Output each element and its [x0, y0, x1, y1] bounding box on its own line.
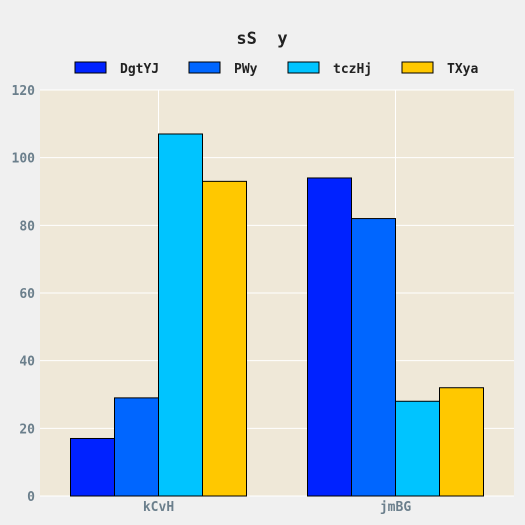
y-axis-ticks: 0 20 40 60 80 100 120: [12, 84, 36, 505]
legend-label: DgtYJ: [120, 62, 159, 77]
bar: [202, 180, 247, 497]
chart-title: sS y: [236, 29, 287, 49]
bar: [70, 437, 115, 497]
x-axis-ticks: kCvH jmBG: [143, 500, 411, 515]
legend-label: PWy: [234, 62, 258, 77]
bar: [307, 177, 352, 497]
bar: [439, 387, 484, 497]
legend-swatch: [401, 61, 434, 74]
bar: [158, 133, 203, 497]
legend-swatch: [188, 61, 221, 74]
y-tick-label: 100: [12, 152, 36, 167]
y-tick-label: 120: [12, 84, 36, 99]
y-tick-label: 20: [19, 422, 35, 437]
bar: [351, 218, 396, 497]
legend-label: TXya: [447, 62, 478, 77]
bar: [395, 400, 440, 497]
legend-swatch: [287, 61, 320, 74]
bars: [70, 133, 484, 497]
x-tick-label: kCvH: [143, 500, 174, 515]
legend-swatch: [74, 61, 107, 74]
legend-label: tczHj: [333, 62, 372, 77]
bar: [114, 397, 159, 497]
y-tick-label: 80: [19, 219, 35, 234]
x-tick-label: jmBG: [380, 500, 411, 515]
y-tick-label: 40: [19, 355, 35, 370]
y-tick-label: 60: [19, 287, 35, 302]
y-tick-label: 0: [27, 490, 35, 505]
legend: DgtYJ PWy tczHj TXya: [74, 61, 478, 77]
